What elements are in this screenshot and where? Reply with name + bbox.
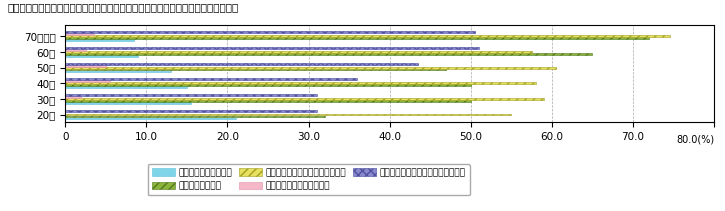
Bar — [65, 31, 475, 33]
Bar — [65, 65, 106, 67]
Bar — [65, 67, 556, 69]
Bar — [65, 94, 317, 96]
Bar — [65, 116, 325, 118]
Legend: 特になにもしていない, 夜遅く出歩かない, 危ないとされる場所に近づかない, 防範グッズなどで身を守る, 鍵をかえるなど戸締りを厳重にする: 特になにもしていない, 夜遅く出歩かない, 危ないとされる場所に近づかない, 防… — [148, 164, 470, 195]
Bar — [65, 49, 86, 51]
Bar — [65, 47, 479, 49]
Bar — [65, 63, 418, 65]
Text: 80.0(%): 80.0(%) — [676, 134, 714, 144]
Bar — [65, 98, 544, 100]
Bar — [65, 84, 471, 86]
Bar — [65, 110, 317, 112]
Bar — [65, 100, 471, 102]
Bar — [65, 39, 134, 41]
Bar — [65, 102, 191, 104]
Bar — [65, 51, 531, 53]
Bar — [65, 86, 187, 88]
Bar — [65, 96, 81, 98]
Bar — [65, 78, 357, 80]
Bar — [65, 55, 138, 57]
Bar — [65, 80, 110, 82]
Bar — [65, 118, 236, 119]
Text: 問　犯罪の被害にあわないためにあなた個人は何をしていますか（しましたか）。: 問 犯罪の被害にあわないためにあなた個人は何をしていますか（しましたか）。 — [7, 2, 239, 12]
Bar — [65, 114, 511, 115]
Bar — [65, 53, 592, 55]
Bar — [65, 69, 447, 70]
Bar — [65, 37, 650, 39]
Bar — [65, 33, 94, 35]
Bar — [65, 35, 669, 37]
Bar — [65, 70, 170, 72]
Bar — [65, 82, 536, 84]
